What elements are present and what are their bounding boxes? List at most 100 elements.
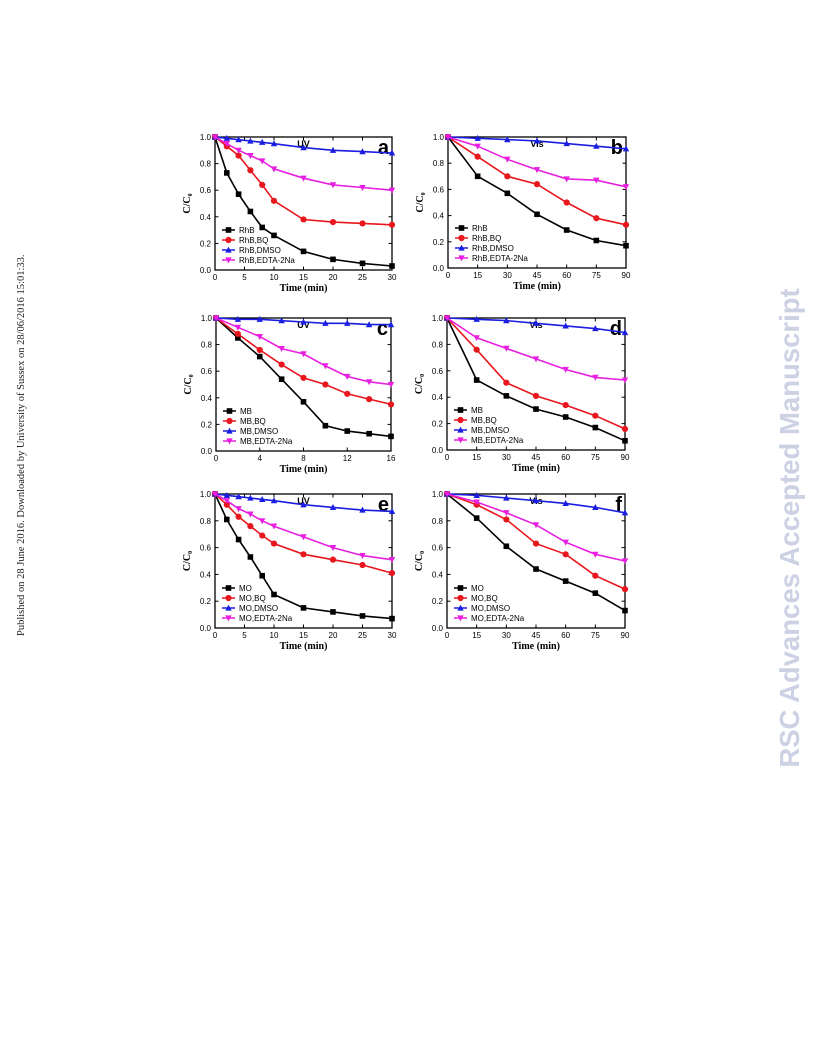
y-axis-title: C/C₀ — [414, 551, 425, 571]
data-point — [359, 260, 366, 267]
data-point — [300, 248, 307, 255]
legend-entry: MB,DMSO — [471, 426, 509, 435]
data-point — [235, 136, 242, 143]
legend-entry: MB — [471, 406, 483, 415]
legend-marker — [458, 225, 465, 231]
data-point — [256, 334, 263, 341]
y-tick-label: 1.0 — [200, 490, 212, 499]
data-point — [533, 167, 541, 174]
data-point — [270, 166, 278, 173]
data-point — [259, 518, 266, 525]
data-point — [330, 609, 336, 615]
data-point — [503, 379, 510, 386]
x-tick-label: 60 — [561, 631, 570, 640]
data-point — [235, 513, 242, 520]
y-tick-label: 0.2 — [200, 239, 212, 248]
x-tick-label: 30 — [388, 273, 397, 282]
data-point — [359, 220, 366, 227]
data-point — [532, 540, 540, 547]
legend-entry: MB,EDTA-2Na — [240, 437, 293, 446]
x-axis-title: Time (min) — [280, 283, 328, 294]
series-line — [214, 136, 393, 226]
x-tick-label: 16 — [387, 454, 396, 463]
data-point — [247, 137, 254, 144]
y-axis-title: C/C₀ — [415, 192, 426, 212]
data-point — [235, 536, 242, 543]
data-point — [247, 167, 254, 174]
data-point — [366, 430, 372, 437]
data-point — [234, 315, 242, 322]
data-point — [562, 551, 569, 558]
legend-marker — [457, 426, 464, 433]
data-point — [359, 613, 366, 619]
legend-marker — [457, 604, 464, 611]
data-point — [532, 392, 540, 399]
data-point — [223, 141, 230, 148]
data-point — [388, 569, 396, 577]
data-point — [234, 324, 242, 331]
data-point — [366, 396, 373, 403]
panel-letter: c — [377, 318, 388, 340]
series-line — [214, 136, 393, 267]
data-point — [389, 263, 395, 269]
data-point — [300, 551, 307, 558]
legend-entry: RhB,EDTA-2Na — [472, 254, 528, 263]
data-point — [223, 498, 230, 505]
data-point — [473, 377, 480, 383]
data-point — [562, 414, 569, 420]
data-point — [322, 422, 329, 429]
data-point — [365, 321, 373, 328]
data-point — [329, 146, 337, 153]
x-tick-label: 15 — [473, 271, 482, 280]
y-tick-label: 0.0 — [432, 624, 444, 633]
legend-marker — [225, 257, 232, 264]
data-point — [212, 315, 220, 322]
x-tick-label: 0 — [446, 271, 451, 280]
data-point — [259, 181, 266, 188]
y-tick-label: 0.0 — [201, 447, 213, 456]
data-point — [300, 534, 307, 541]
x-axis-title: Time (min) — [512, 641, 560, 652]
legend-entry: MB — [240, 407, 252, 416]
panel-letter: a — [378, 137, 390, 159]
series-line — [215, 317, 392, 406]
x-tick-label: 15 — [299, 273, 308, 282]
legend-marker — [225, 236, 232, 244]
legend-entry: MB,DMSO — [240, 427, 278, 436]
legend-marker — [225, 585, 232, 591]
legend-entry: MO — [239, 584, 252, 593]
legend-entry: RhB,BQ — [472, 234, 501, 243]
chart-panel-f: 0 15 30 45 60 75 90 0.0 0.2 0.4 0.6 0.8 1.0 Time (min… — [414, 490, 630, 652]
data-point — [593, 237, 600, 244]
data-point — [259, 532, 266, 539]
y-tick-label: 0.8 — [432, 340, 444, 349]
data-point — [235, 506, 242, 513]
data-point — [235, 335, 241, 341]
y-tick-label: 0.8 — [200, 160, 212, 169]
data-point — [329, 182, 337, 189]
legend-entry: MO,BQ — [239, 594, 266, 603]
x-tick-label: 30 — [388, 631, 397, 640]
chart-panel-d: 0 15 30 45 60 75 90 0.0 0.2 0.4 0.6 0.8 1.0 Time (min… — [414, 314, 630, 474]
data-point — [329, 545, 337, 551]
data-point — [504, 156, 511, 163]
data-point — [622, 184, 630, 191]
x-tick-label: 5 — [242, 631, 247, 640]
x-tick-label: 75 — [591, 453, 600, 462]
legend-marker — [225, 604, 232, 611]
legend-entry: RhB,DMSO — [472, 244, 514, 253]
data-point — [344, 373, 351, 380]
data-point — [532, 319, 540, 326]
data-point — [322, 363, 329, 370]
legend-marker — [226, 417, 233, 425]
x-tick-label: 10 — [270, 273, 279, 282]
legend-entry: MO,DMSO — [471, 604, 510, 613]
data-point — [621, 586, 629, 593]
data-point — [504, 173, 511, 180]
light-mode-label: UV — [297, 496, 310, 506]
data-point — [621, 377, 629, 384]
data-point — [278, 361, 285, 368]
data-point — [473, 346, 480, 353]
y-tick-label: 0.4 — [433, 212, 445, 221]
